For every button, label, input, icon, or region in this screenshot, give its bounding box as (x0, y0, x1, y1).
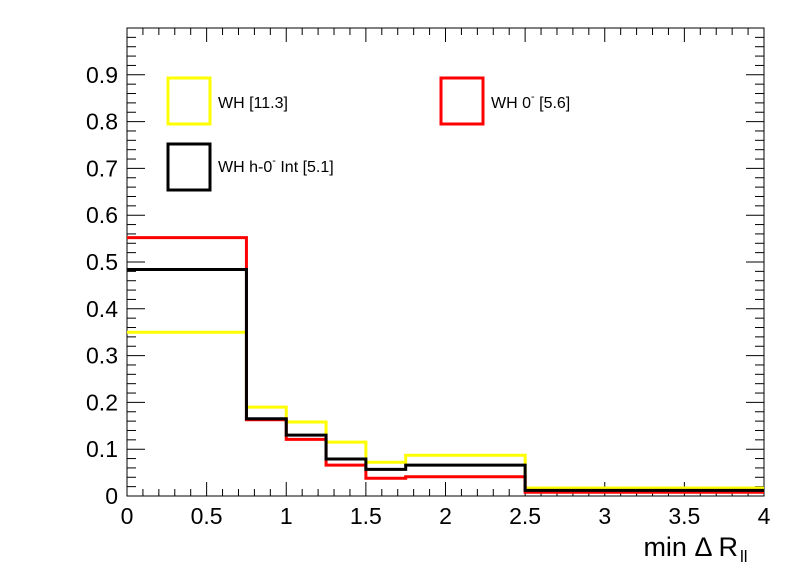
legend-swatch (166, 142, 212, 192)
y-tick-label: 0 (105, 483, 118, 509)
y-tick-label: 0.2 (86, 389, 118, 415)
y-tick-label: 0.9 (86, 62, 118, 88)
legend-swatch (439, 76, 485, 126)
legend-label: WH [11.3] (218, 95, 288, 112)
legend: WH [11.3] WH 0- [5.6] WH h-0- Int [5.1] (166, 76, 570, 192)
x-tick-label: 3.5 (668, 503, 700, 529)
x-axis-label: min Δ R (643, 532, 738, 562)
y-tick-label: 0.6 (86, 202, 118, 228)
x-tick-label: 2 (439, 503, 452, 529)
axis-ticks (126, 27, 765, 497)
x-tick-label: 0 (121, 503, 134, 529)
series-line (127, 330, 764, 490)
legend-label: WH h-0- Int [5.1] (218, 155, 334, 176)
legend-swatch (166, 76, 212, 126)
legend-label: WH 0- [5.6] (491, 91, 570, 112)
y-tick-label: 0.1 (86, 436, 118, 462)
y-tick-label: 0.7 (86, 155, 118, 181)
y-tick-label: 0.8 (86, 109, 118, 135)
x-tick-label: 4 (758, 503, 771, 529)
x-tick-label: 2.5 (509, 503, 541, 529)
x-tick-label: 0.5 (191, 503, 223, 529)
series-line (127, 267, 764, 492)
x-tick-label: 1 (280, 503, 293, 529)
series-group (127, 236, 764, 494)
y-tick-label: 0.4 (86, 296, 118, 322)
x-tick-label: 3 (598, 503, 611, 529)
x-axis-label-subscript: ll (740, 547, 748, 566)
y-tick-label: 0.5 (86, 249, 118, 275)
y-tick-label: 0.3 (86, 343, 118, 369)
x-tick-label: 1.5 (350, 503, 382, 529)
tick-labels: 0 0.5 1 1.5 2 2.5 3 3.5 4 0 0.1 0.2 0.3 0.4 0.5 0.6 0.7 0… (86, 62, 771, 529)
